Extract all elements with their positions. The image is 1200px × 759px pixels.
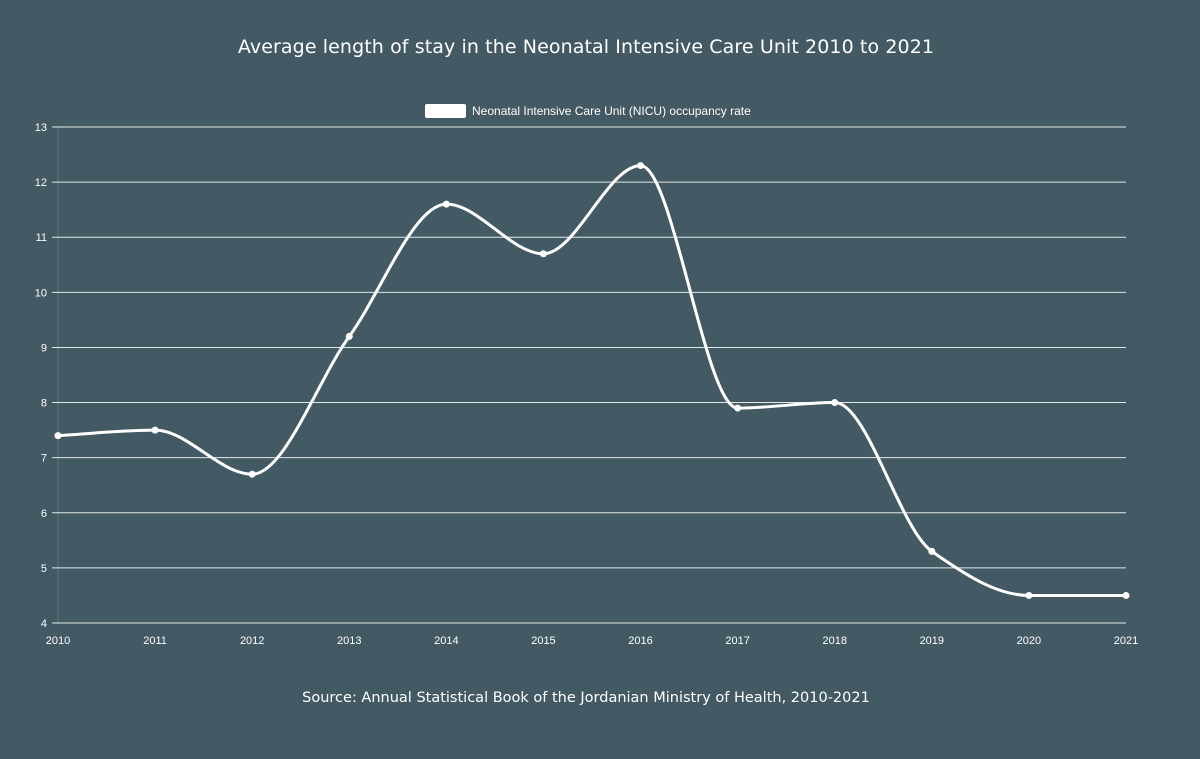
x-tick-label: 2016 xyxy=(628,635,652,647)
x-tick-label: 2018 xyxy=(822,635,846,647)
x-tick-label: 2011 xyxy=(143,635,167,647)
chart-title: Average length of stay in the Neonatal I… xyxy=(237,36,935,58)
source-note: Source: Annual Statistical Book of the J… xyxy=(302,690,870,706)
x-tick-label: 2021 xyxy=(1114,635,1138,647)
x-axis-ticks: 2010 2011 2012 2013 2014 2015 2016 2017 2018 2019… xyxy=(46,635,1138,647)
series-line xyxy=(56,164,1128,597)
gridlines xyxy=(52,126,1126,624)
y-tick-label: 6 xyxy=(41,508,47,520)
data-point[interactable] xyxy=(151,426,159,434)
y-tick-label: 11 xyxy=(36,232,47,244)
legend-label: Neonatal Intensive Care Unit (NICU) occu… xyxy=(472,104,751,118)
x-tick-label: 2010 xyxy=(46,635,70,647)
legend-swatch xyxy=(425,104,466,118)
data-point[interactable] xyxy=(637,162,645,170)
data-point[interactable] xyxy=(1025,591,1033,599)
data-point[interactable] xyxy=(539,250,547,258)
x-tick-label: 2013 xyxy=(337,635,361,647)
y-tick-label: 9 xyxy=(41,342,47,354)
y-tick-label: 4 xyxy=(41,618,47,630)
legend[interactable]: Neonatal Intensive Care Unit (NICU) occu… xyxy=(425,103,751,119)
data-point[interactable] xyxy=(928,547,936,555)
data-points xyxy=(54,162,1130,599)
x-tick-label: 2019 xyxy=(920,635,944,647)
y-tick-label: 13 xyxy=(35,122,47,134)
y-tick-label: 12 xyxy=(35,177,47,189)
data-point[interactable] xyxy=(345,332,353,340)
x-tick-label: 2014 xyxy=(434,635,458,647)
y-tick-label: 7 xyxy=(41,453,47,465)
x-tick-label: 2017 xyxy=(725,635,749,647)
data-point[interactable] xyxy=(248,470,256,478)
y-tick-label: 8 xyxy=(41,398,47,410)
x-tick-label: 2012 xyxy=(240,635,264,647)
y-tick-label: 5 xyxy=(41,563,47,575)
data-point[interactable] xyxy=(442,200,450,208)
y-axis-ticks: 4 5 6 7 8 9 10 11 12 13 xyxy=(35,122,47,630)
x-tick-label: 2020 xyxy=(1017,635,1041,647)
y-tick-label: 10 xyxy=(35,287,47,299)
data-point[interactable] xyxy=(1122,591,1130,599)
data-point[interactable] xyxy=(831,399,839,407)
x-tick-label: 2015 xyxy=(531,635,555,647)
data-point[interactable] xyxy=(54,432,62,440)
data-point[interactable] xyxy=(734,404,742,412)
